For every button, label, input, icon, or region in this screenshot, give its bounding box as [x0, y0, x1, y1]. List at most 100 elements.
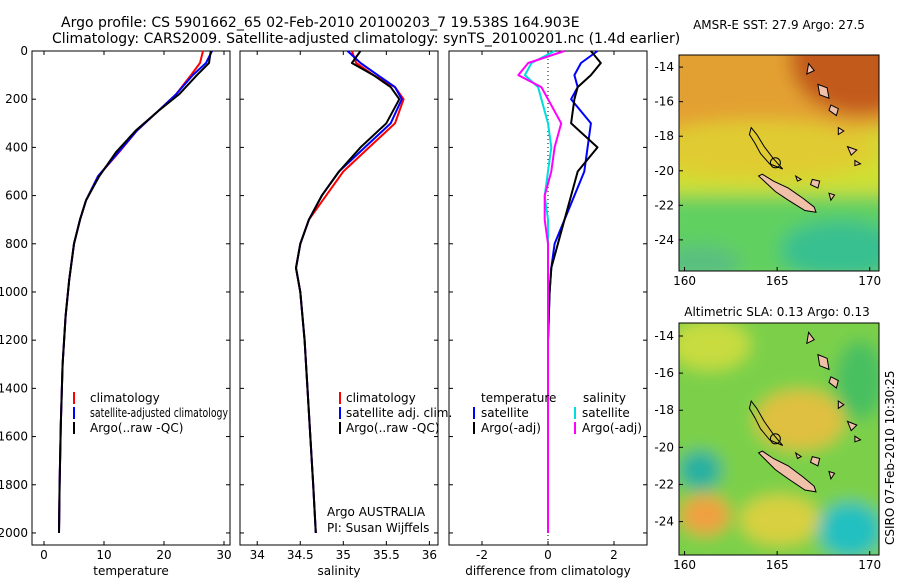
- y-tick-label: -22: [654, 477, 674, 491]
- temperature-legend: climatology satellite-adjusted climatolo…: [73, 391, 228, 435]
- temperature-panel: 0 10 20 30 0 200 400 600 800 1000 1200 1400 1600 1800…: [0, 44, 232, 578]
- x-tick-label: 2: [610, 548, 618, 562]
- sla-map-ticks: 160 165 170 -14 -16 -18 -20 -22 -24: [654, 329, 881, 572]
- x-tick-label: 170: [858, 274, 881, 288]
- temperature-xlabel: temperature: [93, 564, 168, 578]
- difference-series: [517, 50, 602, 533]
- salinity-series: [295, 50, 405, 534]
- legend-label-sal-argo: Argo(-adj): [582, 421, 642, 435]
- y-tick-label: 1600: [0, 430, 28, 444]
- legend-label-climatology: climatology: [90, 391, 160, 405]
- vanuatu-island: [846, 420, 858, 432]
- argo-position-marker: [769, 157, 781, 169]
- y-tick-label: 1000: [0, 285, 28, 299]
- x-tick-label: 34.5: [287, 548, 314, 562]
- salinity-panel: 34 34.5 35 35.5 36 salinity climatology sate…: [239, 50, 452, 578]
- temperature-series: [58, 50, 213, 534]
- series-line-climatology: [58, 50, 204, 534]
- legend-label-argo: Argo(..raw -QC): [346, 421, 439, 435]
- difference-legend: temperature salinity satellite Argo(-adj…: [473, 391, 642, 435]
- loyalty-island: [809, 178, 821, 189]
- figure-title-line1: Argo profile: CS 5901662_65 02-Feb-2010 …: [61, 15, 580, 31]
- argo-program-label: Argo AUSTRALIA: [327, 505, 426, 519]
- difference-xlabel: difference from climatology: [465, 564, 631, 578]
- x-tick-label: 165: [766, 274, 789, 288]
- y-tick-label: 2000: [0, 526, 28, 540]
- y-tick-label: 200: [5, 92, 28, 106]
- legend-label-temp-argo: Argo(-adj): [481, 421, 541, 435]
- legend-label-sal-satellite: satellite: [582, 406, 630, 420]
- y-tick-label: -14: [654, 60, 674, 74]
- y-tick-label: -16: [654, 366, 674, 380]
- series-line-temperature-satellite: [547, 50, 599, 533]
- vanuatu-island: [837, 126, 845, 136]
- series-line-argo-raw-qc-: [295, 50, 401, 534]
- legend-label-satellite-adj: satellite adj. clim.: [346, 406, 452, 420]
- x-tick-label: 165: [766, 558, 789, 572]
- reef-outline: [748, 399, 784, 446]
- y-tick-label: 0: [20, 44, 28, 58]
- vanuatu-island: [837, 400, 845, 410]
- y-tick-label: -20: [654, 164, 674, 178]
- y-tick-label: 600: [5, 189, 28, 203]
- x-tick-label: -2: [476, 548, 488, 562]
- y-tick-label: -20: [654, 440, 674, 454]
- series-line-argo-raw-qc-: [58, 50, 212, 534]
- x-tick-label: 30: [216, 548, 231, 562]
- argo-pi-label: PI: Susan Wijffels: [327, 521, 429, 535]
- sla-map-title: Altimetric SLA: 0.13 Argo: 0.13: [684, 305, 869, 319]
- x-tick-label: 160: [673, 274, 696, 288]
- y-tick-label: -18: [654, 129, 674, 143]
- salinity-axes-frame: [239, 50, 439, 546]
- salinity-legend: climatology satellite adj. clim. Argo(..…: [339, 391, 452, 435]
- y-tick-label: -18: [654, 403, 674, 417]
- legend-header-salinity: salinity: [583, 391, 626, 405]
- vanuatu-island: [846, 145, 858, 157]
- salinity-xlabel: salinity: [317, 564, 360, 578]
- new-caledonia-island: [757, 173, 817, 213]
- y-tick-label: -22: [654, 198, 674, 212]
- reef-outline: [748, 126, 784, 170]
- sla-map-frame: [678, 322, 880, 556]
- timestamp-credit: CSIRO 07-Feb-2010 10:30:25: [883, 370, 897, 545]
- y-tick-label: -24: [654, 515, 674, 529]
- vanuatu-island: [806, 62, 815, 75]
- series-line-salinity-argo-adj-: [517, 50, 565, 533]
- y-tick-label: 800: [5, 237, 28, 251]
- sst-map-title: AMSR-E SST: 27.9 Argo: 27.5: [693, 18, 865, 32]
- sst-map-ticks: 160 165 170 -14 -16 -18 -20 -22 -24: [654, 60, 881, 288]
- vanuatu-island: [817, 353, 830, 371]
- x-tick-label: 35: [336, 548, 351, 562]
- figure-title-line2: Climatology: CARS2009. Satellite-adjuste…: [52, 31, 680, 47]
- x-tick-label: 10: [96, 548, 111, 562]
- sst-field: [679, 55, 879, 271]
- legend-label-argo: Argo(..raw -QC): [90, 421, 183, 435]
- coastline: [748, 62, 862, 213]
- x-tick-label: 0: [544, 548, 552, 562]
- difference-panel: -2 0 2 difference from climatology tempera…: [448, 50, 648, 578]
- y-tick-label: 400: [5, 140, 28, 154]
- coastline: [748, 331, 862, 493]
- legend-label-climatology: climatology: [346, 391, 416, 405]
- difference-ticks: -2 0 2: [449, 50, 647, 562]
- vanuatu-island: [854, 435, 862, 443]
- salinity-ticks: 34 34.5 35 35.5 36: [240, 50, 438, 562]
- series-line-temperature-argo-adj-: [547, 50, 602, 533]
- loyalty-island: [809, 455, 821, 467]
- vanuatu-island: [828, 104, 839, 117]
- sla-map-panel: Altimetric SLA: 0.13 Argo: 0.13 160 165 17…: [654, 305, 881, 572]
- legend-header-temperature: temperature: [481, 391, 556, 405]
- y-tick-label: -16: [654, 95, 674, 109]
- x-tick-label: 36: [422, 548, 437, 562]
- y-tick-label: -14: [654, 329, 674, 343]
- loyalty-island: [794, 451, 803, 460]
- x-tick-label: 35.5: [373, 548, 400, 562]
- sla-field: [679, 323, 879, 555]
- vanuatu-island: [817, 83, 830, 99]
- x-tick-label: 160: [673, 558, 696, 572]
- loyalty-island: [828, 192, 836, 202]
- x-tick-label: 20: [156, 548, 171, 562]
- vanuatu-island: [828, 376, 839, 389]
- y-tick-label: -24: [654, 233, 674, 247]
